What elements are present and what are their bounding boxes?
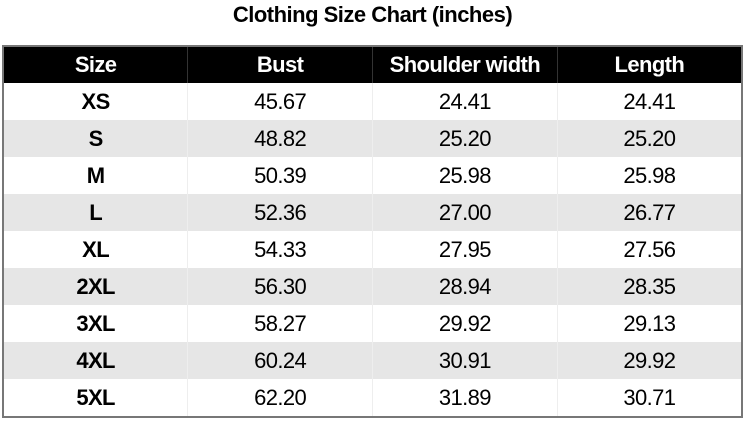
header-shoulder-width: Shoulder width xyxy=(372,46,558,83)
table-row: L 52.36 27.00 26.77 xyxy=(3,194,743,231)
length-cell: 27.56 xyxy=(557,231,743,268)
header-bust: Bust xyxy=(187,46,373,83)
size-cell: S xyxy=(3,120,189,157)
shoulder-width-cell: 27.95 xyxy=(372,231,558,268)
length-cell: 24.41 xyxy=(557,83,743,120)
table-row: 2XL 56.30 28.94 28.35 xyxy=(3,268,743,305)
size-cell: 5XL xyxy=(3,379,189,417)
table-row: XS 45.67 24.41 24.41 xyxy=(3,83,743,120)
bust-cell: 48.82 xyxy=(187,120,373,157)
bust-cell: 62.20 xyxy=(187,379,373,417)
length-cell: 29.92 xyxy=(557,342,743,379)
shoulder-width-cell: 25.98 xyxy=(372,157,558,194)
shoulder-width-cell: 31.89 xyxy=(372,379,558,417)
table-row: XL 54.33 27.95 27.56 xyxy=(3,231,743,268)
bust-cell: 54.33 xyxy=(187,231,373,268)
length-cell: 29.13 xyxy=(557,305,743,342)
shoulder-width-cell: 27.00 xyxy=(372,194,558,231)
bust-cell: 52.36 xyxy=(187,194,373,231)
shoulder-width-cell: 25.20 xyxy=(372,120,558,157)
shoulder-width-cell: 28.94 xyxy=(372,268,558,305)
bust-cell: 50.39 xyxy=(187,157,373,194)
header-size: Size xyxy=(3,46,189,83)
table-row: M 50.39 25.98 25.98 xyxy=(3,157,743,194)
size-cell: M xyxy=(3,157,189,194)
length-cell: 26.77 xyxy=(557,194,743,231)
length-cell: 25.20 xyxy=(557,120,743,157)
header-row: Size Bust Shoulder width Length xyxy=(3,46,743,83)
bust-cell: 58.27 xyxy=(187,305,373,342)
size-cell: XS xyxy=(3,83,189,120)
length-cell: 30.71 xyxy=(557,379,743,417)
size-cell: 4XL xyxy=(3,342,189,379)
shoulder-width-cell: 24.41 xyxy=(372,83,558,120)
size-cell: 2XL xyxy=(3,268,189,305)
size-cell: L xyxy=(3,194,189,231)
chart-title: Clothing Size Chart (inches) xyxy=(232,2,513,27)
length-cell: 28.35 xyxy=(557,268,743,305)
size-cell: 3XL xyxy=(3,305,189,342)
size-table: Size Bust Shoulder width Length XS 45.67 2… xyxy=(2,45,743,418)
shoulder-width-cell: 29.92 xyxy=(372,305,558,342)
header-length: Length xyxy=(557,46,743,83)
bust-cell: 45.67 xyxy=(187,83,373,120)
size-cell: XL xyxy=(3,231,189,268)
shoulder-width-cell: 30.91 xyxy=(372,342,558,379)
length-cell: 25.98 xyxy=(557,157,743,194)
table-row: 3XL 58.27 29.92 29.13 xyxy=(3,305,743,342)
table-row: 4XL 60.24 30.91 29.92 xyxy=(3,342,743,379)
table-row: 5XL 62.20 31.89 30.71 xyxy=(3,379,743,417)
table-row: S 48.82 25.20 25.20 xyxy=(3,120,743,157)
bust-cell: 56.30 xyxy=(187,268,373,305)
bust-cell: 60.24 xyxy=(187,342,373,379)
